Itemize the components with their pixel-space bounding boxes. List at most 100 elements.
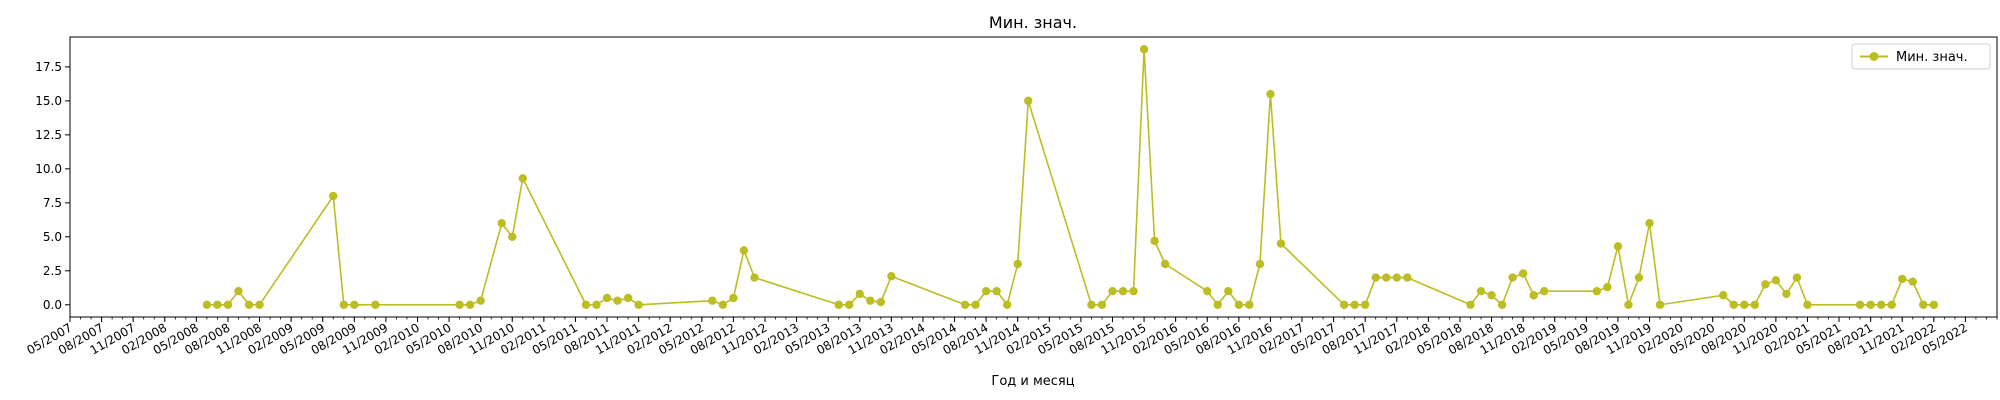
data-point xyxy=(971,300,980,309)
data-point xyxy=(855,289,864,299)
data-point xyxy=(1898,274,1907,284)
data-point xyxy=(1655,300,1665,309)
data-point xyxy=(718,300,728,309)
data-point xyxy=(202,300,212,309)
data-point xyxy=(1245,300,1254,309)
data-point xyxy=(1118,286,1128,296)
legend-marker-swatch xyxy=(1869,52,1879,61)
data-point xyxy=(350,300,359,309)
data-point xyxy=(876,297,886,307)
data-point xyxy=(613,296,622,305)
y-tick-label: 15.0 xyxy=(35,94,62,108)
data-point xyxy=(866,296,875,305)
data-point xyxy=(339,300,348,309)
data-point xyxy=(729,293,738,303)
data-point xyxy=(1108,286,1117,296)
data-point xyxy=(1750,300,1760,309)
x-axis-label: Год и месяц xyxy=(991,374,1074,389)
legend-box xyxy=(1851,43,1991,70)
data-point xyxy=(1024,96,1033,106)
data-point xyxy=(518,174,527,183)
data-point xyxy=(1518,269,1528,278)
data-point xyxy=(223,300,233,309)
data-point xyxy=(1719,291,1728,300)
data-point xyxy=(1792,273,1802,282)
data-point xyxy=(1740,300,1749,309)
data-point xyxy=(1203,286,1212,296)
plot-area-frame xyxy=(69,36,1998,318)
data-point xyxy=(1255,259,1265,269)
series-layer xyxy=(202,45,1939,309)
legend: Мин. знач. xyxy=(1851,43,1991,70)
data-point xyxy=(508,232,517,242)
series-line xyxy=(206,48,1934,306)
data-point xyxy=(750,273,759,282)
y-tick-label: 7.5 xyxy=(43,196,62,210)
y-tick-label: 17.5 xyxy=(35,60,62,74)
data-point xyxy=(1234,300,1244,309)
data-point xyxy=(213,300,222,309)
data-point xyxy=(1497,300,1507,309)
data-point xyxy=(960,300,970,309)
data-point xyxy=(1771,276,1781,285)
data-point xyxy=(845,300,854,309)
data-point xyxy=(1097,300,1107,309)
data-point xyxy=(1013,259,1022,269)
data-point xyxy=(1392,273,1401,282)
y-axis: 0.0 2.5 5.0 7.5 10.0 12.5 15.0 17.5 xyxy=(35,60,70,312)
data-point xyxy=(1603,282,1612,292)
data-point xyxy=(623,293,633,303)
data-point xyxy=(255,300,264,309)
x-axis: 05/200708/200711/200702/200805/200808/20… xyxy=(24,317,1998,358)
data-point xyxy=(1350,300,1359,309)
data-point xyxy=(329,191,338,201)
data-point xyxy=(1224,286,1233,296)
data-point xyxy=(1855,300,1865,309)
data-point xyxy=(1160,259,1170,269)
data-point xyxy=(834,300,843,309)
data-point xyxy=(992,286,1001,296)
data-point xyxy=(234,286,243,296)
data-point xyxy=(592,300,601,309)
data-point xyxy=(1339,300,1349,309)
data-point xyxy=(1487,291,1496,300)
data-point xyxy=(1887,300,1896,309)
legend-entry-label: Мин. знач. xyxy=(1896,50,1968,65)
data-point xyxy=(1382,273,1391,282)
y-tick-label: 2.5 xyxy=(43,264,62,278)
data-point xyxy=(1266,89,1275,99)
data-point xyxy=(1634,273,1644,282)
data-point xyxy=(739,246,749,255)
data-point xyxy=(1087,300,1096,309)
y-tick-label: 0.0 xyxy=(43,298,62,312)
data-point xyxy=(1529,291,1538,300)
data-point xyxy=(1371,273,1380,282)
data-point xyxy=(1929,300,1939,309)
data-point xyxy=(1761,280,1770,289)
data-point xyxy=(581,300,591,309)
data-point xyxy=(1592,286,1602,296)
data-point xyxy=(1624,300,1633,309)
data-point xyxy=(634,300,643,309)
data-point xyxy=(497,219,506,228)
data-point xyxy=(1876,300,1886,309)
data-point xyxy=(465,300,475,309)
data-point xyxy=(1508,273,1517,282)
data-point xyxy=(1276,239,1286,248)
data-point xyxy=(1002,300,1012,309)
data-point xyxy=(1360,300,1370,309)
data-point xyxy=(1540,286,1549,296)
data-point xyxy=(1645,219,1654,228)
data-point xyxy=(1803,300,1812,309)
data-point xyxy=(887,272,896,281)
y-tick-label: 12.5 xyxy=(35,128,62,142)
data-point xyxy=(1782,289,1791,299)
data-point xyxy=(371,300,380,309)
data-point xyxy=(1476,286,1486,296)
data-point xyxy=(1919,300,1928,309)
data-point xyxy=(1908,277,1917,286)
y-tick-label: 10.0 xyxy=(35,162,62,176)
chart-title: Мин. знач. xyxy=(989,13,1077,32)
data-point xyxy=(1129,286,1138,296)
